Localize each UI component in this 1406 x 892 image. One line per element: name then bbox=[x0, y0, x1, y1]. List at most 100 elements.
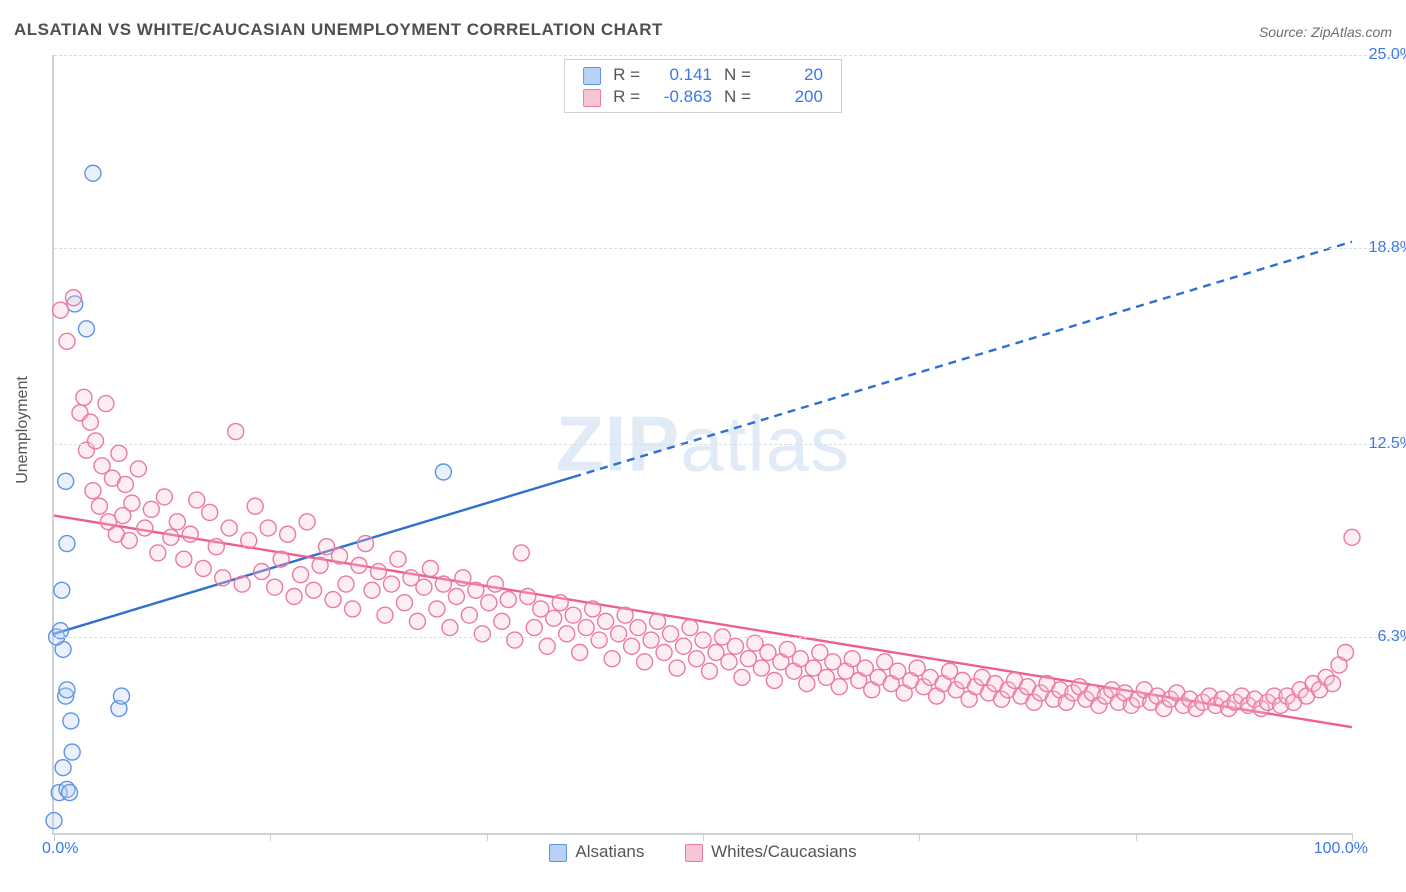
legend-N-value-0: 20 bbox=[763, 65, 823, 85]
gridline bbox=[54, 637, 1402, 638]
data-point-whites bbox=[727, 638, 743, 654]
data-point-whites bbox=[124, 495, 140, 511]
data-point-whites bbox=[630, 620, 646, 636]
data-point-whites bbox=[611, 626, 627, 642]
data-point-whites bbox=[82, 414, 98, 430]
swatch-whites bbox=[583, 89, 601, 107]
data-point-whites bbox=[299, 514, 315, 530]
data-point-whites bbox=[494, 613, 510, 629]
data-point-whites bbox=[137, 520, 153, 536]
data-point-whites bbox=[676, 638, 692, 654]
legend-R-label: R = bbox=[607, 86, 646, 108]
data-point-whites bbox=[286, 588, 302, 604]
data-point-whites bbox=[552, 595, 568, 611]
data-point-alsatians bbox=[113, 688, 129, 704]
data-point-whites bbox=[721, 654, 737, 670]
plot-area: ZIPatlas R = 0.141 N = 20 R = -0.863 N =… bbox=[52, 55, 1352, 835]
swatch-whites bbox=[685, 844, 703, 862]
data-point-whites bbox=[332, 548, 348, 564]
data-point-whites bbox=[481, 595, 497, 611]
data-point-whites bbox=[442, 620, 458, 636]
data-point-whites bbox=[390, 551, 406, 567]
data-point-whites bbox=[624, 638, 640, 654]
swatch-alsatians bbox=[549, 844, 567, 862]
data-point-whites bbox=[831, 679, 847, 695]
y-tick-label: 12.5% bbox=[1358, 435, 1406, 453]
data-point-whites bbox=[364, 582, 380, 598]
data-point-whites bbox=[643, 632, 659, 648]
data-point-whites bbox=[701, 663, 717, 679]
data-point-whites bbox=[1325, 676, 1341, 692]
swatch-alsatians bbox=[583, 67, 601, 85]
data-point-whites bbox=[520, 588, 536, 604]
data-point-whites bbox=[215, 570, 231, 586]
data-point-whites bbox=[176, 551, 192, 567]
data-point-whites bbox=[585, 601, 601, 617]
data-point-whites bbox=[358, 536, 374, 552]
data-point-whites bbox=[591, 632, 607, 648]
legend-N-label: N = bbox=[718, 64, 757, 86]
y-tick-label: 18.8% bbox=[1358, 239, 1406, 257]
gridline bbox=[54, 55, 1402, 56]
legend-item-alsatians: Alsatians bbox=[549, 842, 644, 862]
data-point-whites bbox=[766, 673, 782, 689]
data-point-whites bbox=[143, 501, 159, 517]
data-point-whites bbox=[65, 290, 81, 306]
data-point-whites bbox=[598, 613, 614, 629]
data-point-alsatians bbox=[62, 785, 78, 801]
data-point-whites bbox=[247, 498, 263, 514]
data-point-whites bbox=[689, 651, 705, 667]
data-point-whites bbox=[753, 660, 769, 676]
data-point-whites bbox=[656, 645, 672, 661]
data-point-whites bbox=[578, 620, 594, 636]
series-label-1: Whites/Caucasians bbox=[711, 842, 857, 861]
legend-item-whites: Whites/Caucasians bbox=[685, 842, 857, 862]
data-point-whites bbox=[111, 445, 127, 461]
data-point-alsatians bbox=[55, 760, 71, 776]
data-point-whites bbox=[572, 645, 588, 661]
series-label-0: Alsatians bbox=[575, 842, 644, 861]
data-point-whites bbox=[121, 532, 137, 548]
data-point-whites bbox=[429, 601, 445, 617]
data-point-whites bbox=[306, 582, 322, 598]
data-point-whites bbox=[260, 520, 276, 536]
data-point-whites bbox=[604, 651, 620, 667]
data-point-alsatians bbox=[63, 713, 79, 729]
data-point-whites bbox=[669, 660, 685, 676]
data-point-alsatians bbox=[85, 165, 101, 181]
data-point-whites bbox=[377, 607, 393, 623]
data-point-whites bbox=[169, 514, 185, 530]
data-point-whites bbox=[98, 396, 114, 412]
data-point-alsatians bbox=[435, 464, 451, 480]
data-point-whites bbox=[195, 560, 211, 576]
data-point-whites bbox=[150, 545, 166, 561]
legend-N-value-1: 200 bbox=[763, 87, 823, 107]
data-point-whites bbox=[500, 592, 516, 608]
data-point-whites bbox=[422, 560, 438, 576]
data-point-whites bbox=[546, 610, 562, 626]
data-point-whites bbox=[241, 532, 257, 548]
data-point-whites bbox=[650, 613, 666, 629]
data-point-whites bbox=[221, 520, 237, 536]
data-point-whites bbox=[88, 433, 104, 449]
data-point-whites bbox=[338, 576, 354, 592]
legend-row-whites: R = -0.863 N = 200 bbox=[577, 86, 829, 108]
data-point-whites bbox=[1344, 529, 1360, 545]
data-point-whites bbox=[468, 582, 484, 598]
data-point-whites bbox=[117, 476, 133, 492]
data-point-alsatians bbox=[59, 682, 75, 698]
data-point-whites bbox=[1338, 645, 1354, 661]
data-point-whites bbox=[234, 576, 250, 592]
legend-N-label: N = bbox=[718, 86, 757, 108]
data-point-whites bbox=[695, 632, 711, 648]
data-point-whites bbox=[435, 576, 451, 592]
data-point-whites bbox=[202, 504, 218, 520]
gridline bbox=[54, 248, 1402, 249]
y-tick-label: 25.0% bbox=[1358, 46, 1406, 64]
legend-row-alsatians: R = 0.141 N = 20 bbox=[577, 64, 829, 86]
data-point-whites bbox=[507, 632, 523, 648]
data-point-whites bbox=[228, 424, 244, 440]
data-point-alsatians bbox=[46, 813, 62, 829]
data-point-whites bbox=[52, 302, 68, 318]
data-point-whites bbox=[734, 669, 750, 685]
